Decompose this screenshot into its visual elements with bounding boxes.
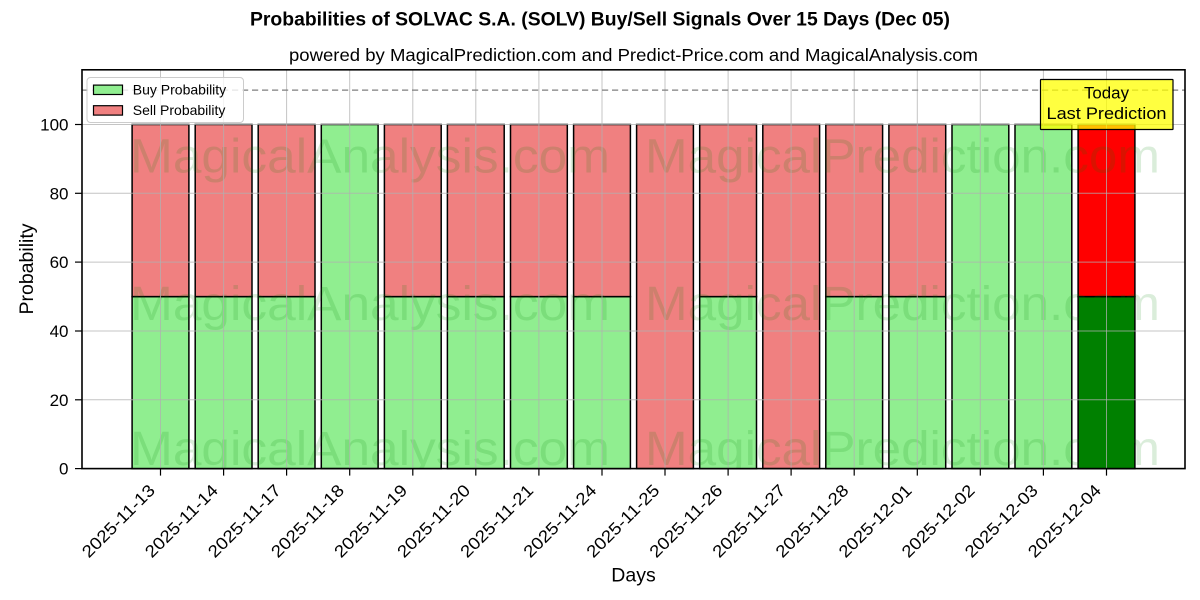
svg-text:60: 60: [50, 253, 69, 272]
svg-text:100: 100: [40, 116, 68, 135]
svg-text:MagicalAnalysis.com: MagicalAnalysis.com: [130, 278, 610, 331]
svg-text:MagicalPrediction.com: MagicalPrediction.com: [645, 423, 1160, 476]
svg-text:Last Prediction: Last Prediction: [1047, 104, 1167, 123]
svg-text:0: 0: [59, 460, 68, 479]
svg-text:MagicalAnalysis.com: MagicalAnalysis.com: [130, 131, 610, 184]
svg-text:Probability: Probability: [16, 223, 38, 314]
svg-text:Probabilities of SOLVAC S.A. (: Probabilities of SOLVAC S.A. (SOLV) Buy/…: [250, 8, 950, 30]
svg-text:Buy Probability: Buy Probability: [133, 82, 226, 98]
svg-text:MagicalPrediction.com: MagicalPrediction.com: [645, 278, 1160, 331]
svg-text:Today: Today: [1084, 84, 1130, 103]
svg-text:powered by MagicalPrediction.c: powered by MagicalPrediction.com and Pre…: [289, 45, 978, 65]
svg-text:MagicalAnalysis.com: MagicalAnalysis.com: [130, 423, 610, 476]
svg-text:40: 40: [50, 322, 69, 341]
svg-text:MagicalPrediction.com: MagicalPrediction.com: [645, 131, 1160, 184]
svg-text:Sell Probability: Sell Probability: [133, 102, 226, 118]
svg-text:80: 80: [50, 184, 69, 203]
svg-text:Days: Days: [611, 564, 656, 586]
svg-text:20: 20: [50, 391, 69, 410]
